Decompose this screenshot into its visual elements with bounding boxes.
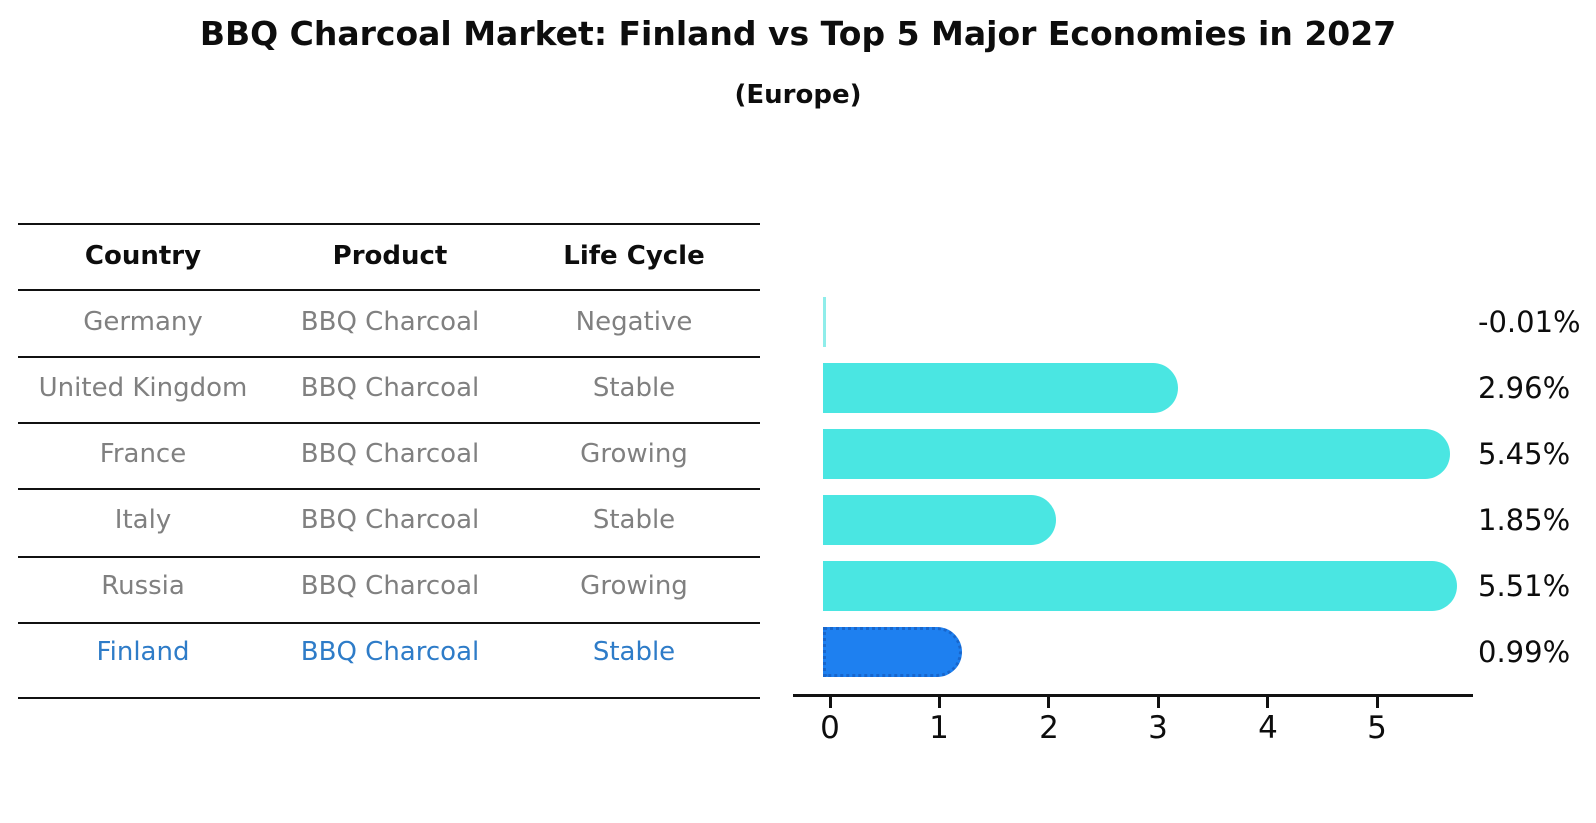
x-axis-tick-label: 3 bbox=[1148, 710, 1168, 746]
table-cell-life-cycle: Stable bbox=[592, 505, 676, 535]
table-cell-product: BBQ Charcoal bbox=[300, 307, 480, 337]
table-cell-country: France bbox=[99, 439, 187, 469]
column-header-life-cycle: Life Cycle bbox=[563, 241, 705, 271]
chart-title: BBQ Charcoal Market: Finland vs Top 5 Ma… bbox=[199, 14, 1397, 53]
table-divider bbox=[18, 697, 760, 699]
table-cell-country: Russia bbox=[101, 571, 185, 601]
value-label-italy: 1.85% bbox=[1478, 503, 1571, 537]
value-label-russia: 5.51% bbox=[1478, 569, 1571, 603]
table-cell-life-cycle-finland: Stable bbox=[592, 637, 676, 667]
table-cell-country-finland: Finland bbox=[96, 637, 190, 667]
table-divider bbox=[18, 356, 760, 358]
table-cell-product: BBQ Charcoal bbox=[300, 505, 480, 535]
x-axis-tick-label: 2 bbox=[1039, 710, 1059, 746]
x-axis-tick bbox=[938, 697, 941, 708]
x-axis-tick-label: 1 bbox=[929, 710, 949, 746]
table-cell-life-cycle: Negative bbox=[575, 307, 693, 337]
x-axis-tick bbox=[1047, 697, 1050, 708]
x-axis-tick-label: 4 bbox=[1258, 710, 1278, 746]
x-axis-line bbox=[793, 694, 1473, 697]
bar-finland-highlight bbox=[823, 627, 962, 677]
bar-united-kingdom bbox=[823, 363, 1178, 413]
table-divider bbox=[18, 622, 760, 624]
table-cell-product: BBQ Charcoal bbox=[300, 373, 480, 403]
value-label-united-kingdom: 2.96% bbox=[1478, 371, 1571, 405]
table-divider bbox=[18, 488, 760, 490]
table-divider bbox=[18, 223, 760, 225]
value-label-finland: 0.99% bbox=[1478, 635, 1571, 669]
table-cell-product: BBQ Charcoal bbox=[300, 439, 480, 469]
bar-russia bbox=[823, 561, 1457, 611]
table-cell-product: BBQ Charcoal bbox=[300, 571, 480, 601]
table-cell-product-finland: BBQ Charcoal bbox=[300, 637, 480, 667]
table-cell-life-cycle: Growing bbox=[580, 571, 688, 601]
column-header-product: Product bbox=[332, 241, 448, 271]
table-cell-country: Germany bbox=[83, 307, 203, 337]
table-divider bbox=[18, 556, 760, 558]
x-axis-tick bbox=[829, 697, 832, 708]
x-axis-tick bbox=[1157, 697, 1160, 708]
table-divider bbox=[18, 289, 760, 291]
bar-france bbox=[823, 429, 1450, 479]
x-axis-tick-label: 0 bbox=[820, 710, 840, 746]
x-axis-tick bbox=[1376, 697, 1379, 708]
x-axis-tick bbox=[1266, 697, 1269, 708]
table-cell-country: United Kingdom bbox=[38, 373, 248, 403]
table-cell-life-cycle: Growing bbox=[580, 439, 688, 469]
chart-subtitle: (Europe) bbox=[734, 80, 862, 110]
value-label-france: 5.45% bbox=[1478, 437, 1571, 471]
column-header-country: Country bbox=[84, 241, 202, 271]
table-cell-life-cycle: Stable bbox=[592, 373, 676, 403]
bar-germany bbox=[823, 297, 826, 347]
table-cell-country: Italy bbox=[114, 505, 172, 535]
bar-italy bbox=[823, 495, 1056, 545]
x-axis-tick-label: 5 bbox=[1367, 710, 1387, 746]
table-divider bbox=[18, 422, 760, 424]
value-label-germany: -0.01% bbox=[1478, 305, 1581, 339]
